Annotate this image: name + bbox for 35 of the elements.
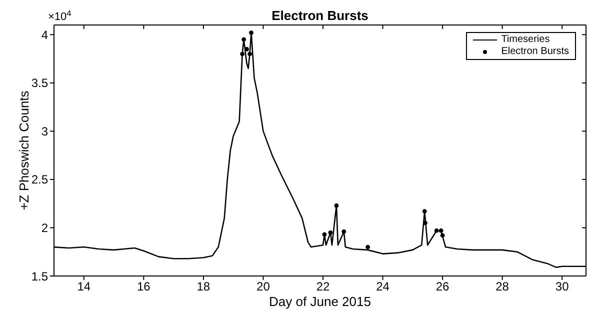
point [328, 230, 333, 235]
point [249, 30, 254, 35]
legend-label: Electron Bursts [501, 46, 569, 58]
x-axis-title: Day of June 2015 [269, 294, 371, 309]
y-axis-title: +Z Phoswich Counts [16, 90, 32, 210]
legend-label: Timeseries [501, 34, 550, 46]
point [322, 232, 327, 237]
text: ×10$^{4}$ [48, 8, 72, 23]
point [366, 244, 370, 250]
point [240, 52, 244, 56]
x-tick-label: 26 [436, 280, 450, 294]
chart-title: Electron Bursts [272, 8, 368, 23]
point [334, 203, 339, 208]
y-tick-label: 4 [41, 28, 48, 42]
y-tick-label: 3 [41, 124, 48, 138]
point [248, 52, 252, 56]
point [440, 233, 445, 238]
x-tick-label: 30 [555, 280, 570, 294]
point [244, 46, 249, 52]
y-tick-label: 1.5 [31, 269, 48, 284]
x-tick-label: 16 [136, 280, 151, 294]
x-tick-label: 24 [376, 280, 390, 294]
point [242, 37, 246, 42]
point [438, 228, 444, 233]
x-tick-label: 22 [316, 280, 330, 294]
point [342, 229, 346, 234]
point [434, 228, 439, 233]
x-tick-label: 14 [77, 280, 91, 294]
x-tick-label: 28 [496, 280, 510, 294]
x-tick-label: 20 [256, 280, 270, 294]
x-tick-label: 18 [196, 280, 210, 294]
y-tick-label: 3.5 [31, 76, 48, 90]
y-tick-label: 2 [41, 220, 48, 235]
point [422, 209, 427, 214]
y-tick-label: 2.5 [31, 172, 48, 187]
